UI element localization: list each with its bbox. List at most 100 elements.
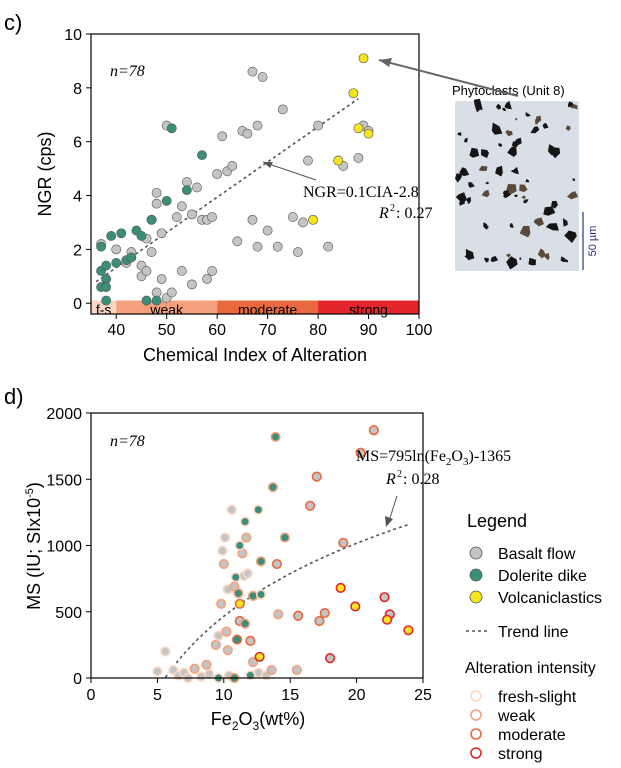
alteration-bands: f-s weak moderate strong (91, 300, 419, 318)
legend-alteration-marker (470, 709, 482, 721)
c-data-point (166, 123, 177, 134)
c-data-point (111, 257, 122, 268)
d-x-tick-label: 0 (87, 687, 96, 704)
c-points (96, 53, 374, 306)
panel-c: c) f-s weak moderate strong 40 50 60 70 80 90 100… (4, 10, 599, 365)
inset-grains (455, 98, 579, 270)
c-y-tick-label: 8 (73, 81, 82, 98)
alteration-band-weak (116, 300, 218, 314)
d-x-tick-label: 25 (414, 687, 432, 704)
c-data-point (242, 128, 253, 139)
inset-grain (505, 130, 513, 137)
c-data-point (308, 214, 318, 225)
legend-alteration: fresh-slight weak moderate strong (470, 689, 577, 763)
d-x-ticks: 0 5 10 15 20 25 (87, 678, 432, 704)
legend-marker (469, 546, 483, 560)
c-data-point (353, 152, 364, 163)
c-trend-r2-exponent: 2 (390, 203, 395, 214)
inset-grain (504, 100, 512, 110)
c-data-point (217, 131, 228, 142)
d-data-point (271, 558, 283, 570)
inset-grain (498, 143, 503, 148)
inset-grain (455, 173, 463, 183)
c-y-ticks: 0 2 4 6 8 10 (64, 27, 91, 313)
d-data-point (160, 646, 171, 657)
d-x-tick-label: 20 (348, 687, 366, 704)
c-y-tick-label: 6 (73, 135, 82, 152)
c-x-tick-label: 80 (309, 322, 327, 339)
inset-grain (502, 107, 507, 112)
inset-grain (509, 223, 514, 228)
c-x-tick-label: 60 (208, 322, 226, 339)
legend-lithology: Basalt flow Dolerite dike Volcaniclastics (469, 546, 602, 607)
d-data-point (350, 601, 361, 612)
d-data-point (239, 618, 251, 629)
inset-grain (464, 137, 468, 143)
d-data-point (267, 482, 279, 493)
c-data-point (151, 198, 162, 209)
d-data-point (247, 590, 259, 601)
c-annotation-arrowhead (263, 162, 273, 168)
d-data-point (254, 651, 265, 662)
d-data-point (253, 504, 264, 515)
c-x-tick-label: 40 (107, 322, 125, 339)
d-data-point (189, 663, 200, 674)
d-data-point (255, 589, 267, 600)
c-data-point (313, 120, 323, 131)
c-data-point (146, 247, 157, 257)
inset-pointer-arrowhead (379, 58, 392, 67)
inset-grain (572, 178, 576, 181)
inset-grain (485, 181, 489, 185)
d-data-point (226, 504, 237, 515)
c-data-point (101, 295, 112, 306)
inset-grain (565, 125, 571, 131)
c-data-point (323, 241, 334, 252)
c-data-point (161, 196, 172, 206)
legend-alteration-marker (470, 728, 482, 740)
d-n-label: n=78 (110, 433, 145, 450)
d-data-point (270, 431, 281, 442)
c-data-point (181, 185, 192, 196)
c-x-ticks: 40 50 60 70 80 90 100 (107, 314, 432, 339)
d-data-point (217, 545, 228, 556)
d-data-point (311, 471, 322, 482)
c-data-point (232, 236, 243, 247)
c-y-tick-label: 2 (73, 242, 82, 259)
inset-grain (455, 192, 468, 203)
d-annotation-arrowhead (385, 516, 393, 527)
c-data-point (303, 155, 313, 166)
inset-grain (478, 165, 488, 172)
d-data-point (230, 572, 241, 583)
c-data-point (227, 161, 238, 171)
inset-grain (495, 103, 501, 110)
d-data-point (234, 598, 245, 609)
d-data-point (216, 598, 227, 609)
c-x-axis-title: Chemical Index of Alteration (143, 345, 367, 365)
inset-title: Phytoclasts (Unit 8) (452, 83, 565, 98)
inset-grain (544, 253, 550, 261)
c-data-point (176, 266, 187, 276)
c-y-tick-label: 10 (64, 27, 82, 44)
legend-alteration-label: fresh-slight (498, 689, 577, 706)
c-data-point (136, 231, 147, 241)
d-data-point (368, 425, 379, 436)
inset-grain (512, 141, 518, 148)
c-x-tick-label: 90 (360, 322, 378, 339)
inset-grain (519, 257, 522, 260)
c-data-point (277, 104, 288, 115)
legend-item-label: Dolerite dike (498, 568, 587, 585)
c-data-point (151, 295, 162, 306)
inset-grain (481, 189, 490, 198)
inset-grain (525, 112, 531, 117)
inset-photo (455, 101, 579, 271)
d-data-point (319, 607, 330, 619)
inset-grain (495, 165, 503, 177)
c-data-point (101, 282, 112, 292)
inset-grain (457, 132, 462, 136)
d-data-point (239, 516, 251, 527)
d-trend-r2-symbol: R (385, 471, 396, 488)
d-trend-path (164, 523, 410, 678)
inset-grain (521, 195, 526, 199)
c-data-point (116, 228, 127, 239)
